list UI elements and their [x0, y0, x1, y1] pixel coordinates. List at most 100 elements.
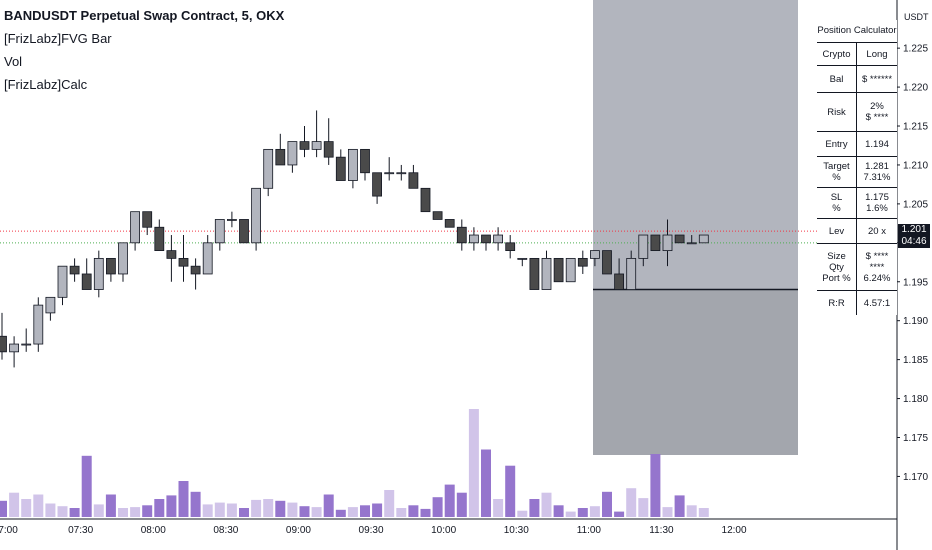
volume-bar [674, 495, 685, 517]
volume-bar [589, 506, 600, 517]
calculator-value: 1.281 7.31% [863, 161, 891, 183]
candle-body [384, 172, 395, 175]
candle-body [106, 257, 116, 275]
level-lines [0, 230, 897, 244]
current-price-tag: 1.201 04:46 [898, 224, 930, 249]
calculator-row: Size Qty Port % $ **** **** 6.24% [817, 244, 897, 291]
candle-body [0, 335, 7, 353]
candle-body [674, 234, 685, 244]
candle-body [9, 343, 20, 353]
volume-bar [311, 507, 322, 517]
calculator-value: 1.175 1.6% [865, 192, 889, 214]
price-tick-label: 1.220 [903, 83, 928, 94]
volume-bar [384, 490, 395, 517]
price-tick-label: 1.225 [903, 44, 928, 55]
time-tick-label: 12:00 [722, 525, 747, 536]
candle-body [21, 343, 32, 346]
time-tick-label: 11:00 [577, 525, 602, 536]
candle-body [420, 187, 431, 213]
calculator-row: Risk 2% $ **** [817, 93, 897, 132]
candle-body [239, 219, 249, 244]
volume-bar [456, 492, 467, 517]
volume-bar [626, 488, 637, 517]
volume-bar [335, 509, 346, 517]
price-tick-label: 1.170 [903, 472, 928, 483]
indicator-calc[interactable]: [FrizLabz]Calc [4, 77, 88, 92]
symbol-title[interactable]: BANDUSDT Perpetual Swap Contract, 5, OKX [4, 8, 285, 23]
volume-bar [444, 484, 455, 517]
calculator-row: SL% 1.175 1.6% [817, 188, 897, 219]
volume-bar [493, 499, 504, 517]
time-tick-label: 08:30 [213, 525, 238, 536]
calculator-value: 1.194 [865, 138, 889, 150]
time-tick-label: 11:30 [649, 525, 674, 536]
price-tick-label: 1.175 [903, 433, 928, 444]
candle-body [323, 141, 334, 158]
candle-body [202, 242, 213, 275]
candle-body [57, 265, 68, 298]
volume-bar [432, 497, 443, 517]
time-tick-label: 7:00 [0, 525, 18, 536]
volume-bar [105, 494, 116, 517]
indicator-volume[interactable]: Vol [4, 54, 23, 69]
candle-body [360, 148, 370, 174]
volume-bar [226, 503, 237, 517]
candle-body [166, 250, 177, 259]
volume-bar [142, 505, 153, 517]
candle-body [178, 257, 189, 267]
candle-body [638, 234, 649, 259]
currency-label[interactable]: USDT [904, 12, 929, 22]
candle-body [505, 242, 516, 252]
candle-body [311, 141, 322, 150]
calculator-row: Target% 1.281 7.31% [817, 157, 897, 188]
calculator-value: 20 x [868, 225, 886, 237]
price-tick-label: 1.190 [903, 316, 928, 327]
candle-body [590, 250, 600, 259]
target-zone [593, 0, 798, 290]
volume-bar [57, 506, 68, 517]
volume-bar [468, 409, 479, 517]
calculator-row: R:R 4.57:1 [817, 291, 897, 315]
volume-bar [263, 499, 274, 517]
calculator-key: Size Qty Port % [817, 244, 857, 290]
candle-body [130, 211, 141, 244]
candle-body [577, 257, 588, 267]
volume-bar [0, 500, 7, 517]
time-axis[interactable]: 7:00 07:30 08:00 08:30 09:00 09:30 10:00 10:30 1… [0, 518, 897, 536]
volume-bar [360, 505, 370, 517]
chart-legend: BANDUSDT Perpetual Swap Contract, 5, OKX… [4, 4, 284, 96]
volume-bar [239, 508, 249, 517]
candle-body [347, 148, 358, 181]
price-tick-label: 1.215 [903, 122, 928, 133]
volume-bars [0, 409, 709, 517]
candle-body [468, 234, 479, 244]
candle-body [45, 296, 56, 314]
volume-bar [577, 508, 588, 517]
volume-bar [130, 507, 141, 517]
candle-body [118, 242, 128, 275]
volume-bar [299, 506, 310, 517]
calculator-key: Lev [817, 219, 857, 243]
candle-body [698, 234, 709, 244]
volume-bar [565, 511, 576, 517]
calculator-row: Lev 20 x [817, 219, 897, 244]
candle-body [154, 226, 165, 252]
time-tick-label: 07:30 [68, 525, 93, 536]
candle-body [69, 265, 80, 275]
volume-bar [529, 499, 540, 517]
stop-zone [593, 289, 798, 455]
indicator-fvg-bar[interactable]: [FrizLabz]FVG Bar [4, 31, 112, 46]
calculator-key: SL% [817, 188, 857, 218]
candle-body [650, 234, 661, 252]
calculator-value: $ ****** [861, 73, 893, 85]
volume-bar [33, 494, 44, 517]
calculator-key: Bal [817, 66, 857, 92]
candle-body [396, 172, 407, 175]
volume-bar [650, 454, 661, 517]
calculator-key: Entry [817, 132, 857, 156]
candle-body [432, 211, 443, 220]
candle-body [614, 273, 624, 290]
volume-bar [251, 499, 262, 517]
calculator-row: Entry 1.194 [817, 132, 897, 157]
